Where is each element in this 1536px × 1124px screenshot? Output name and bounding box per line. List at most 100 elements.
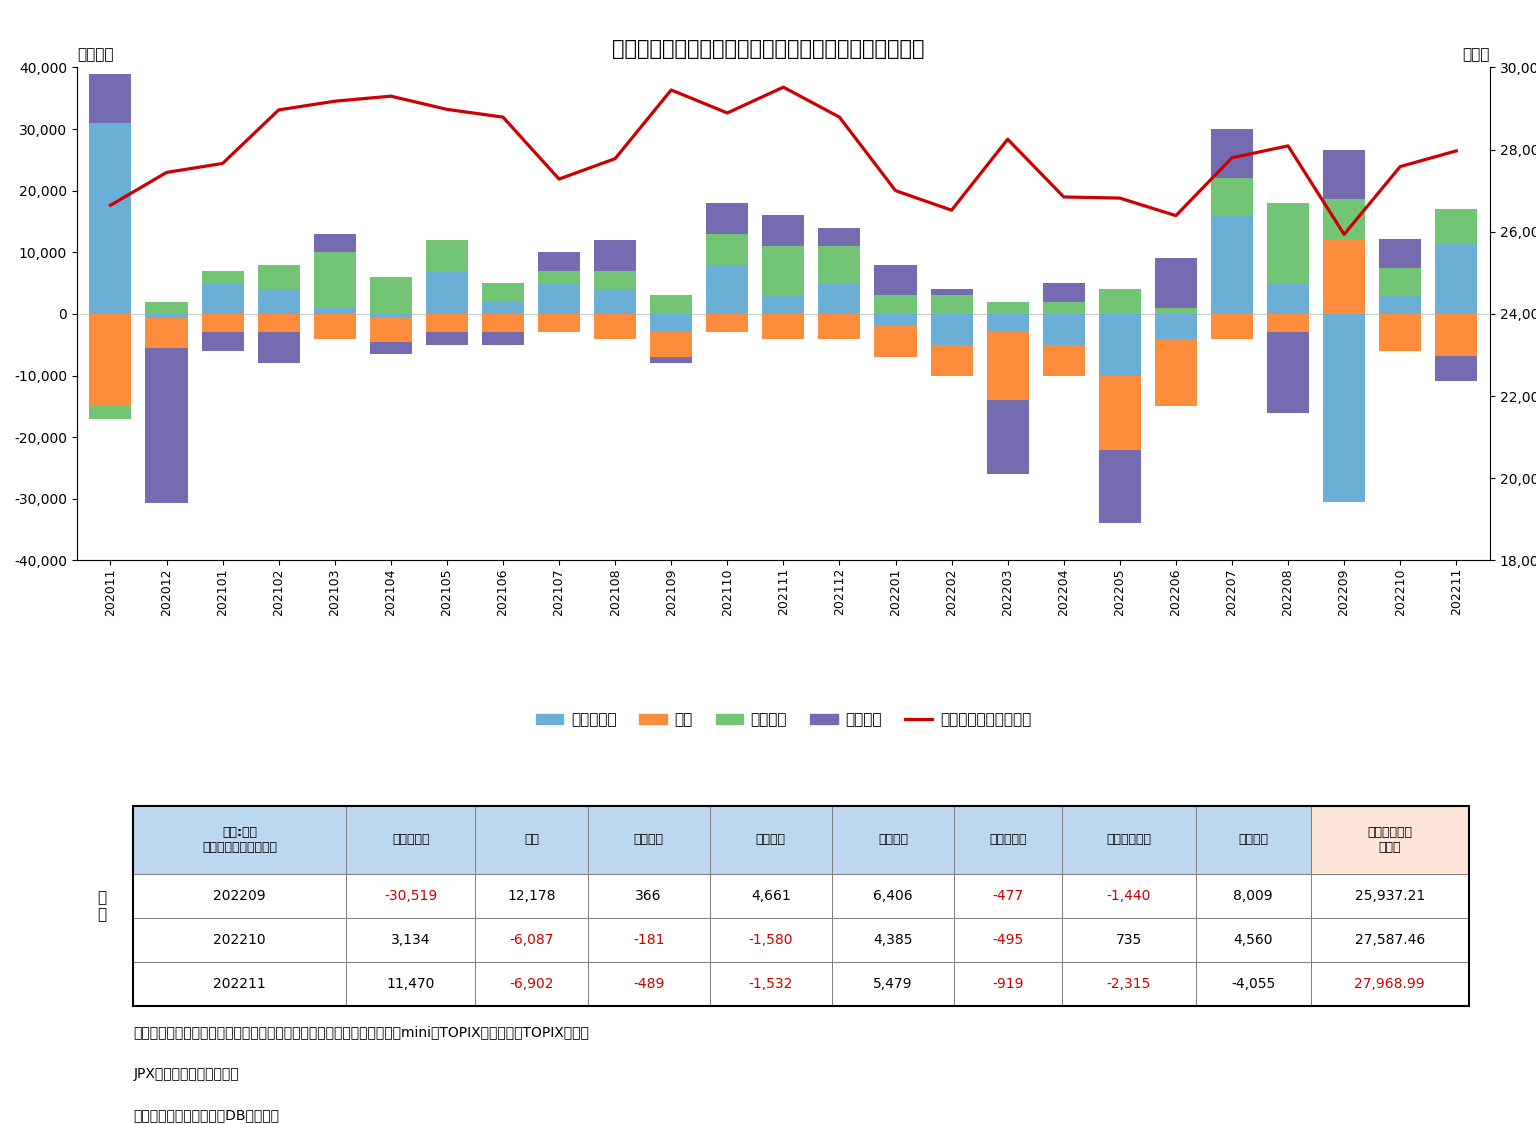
Bar xyxy=(134,962,346,1006)
Text: 3,134: 3,134 xyxy=(392,933,430,948)
Text: 6,406: 6,406 xyxy=(872,889,912,903)
Bar xyxy=(710,918,833,962)
Text: 日経平均株価
（円）: 日経平均株価 （円） xyxy=(1367,826,1412,854)
Text: 個人: 個人 xyxy=(524,833,539,846)
Text: -495: -495 xyxy=(992,933,1023,948)
Bar xyxy=(146,348,187,502)
Bar xyxy=(707,203,748,234)
Bar xyxy=(1155,314,1197,338)
Text: -477: -477 xyxy=(992,889,1023,903)
Bar xyxy=(650,333,693,357)
日経平均株価（右軸） xyxy=(269,103,287,117)
Bar xyxy=(874,326,917,357)
Text: 生保・損保: 生保・損保 xyxy=(989,833,1026,846)
Bar xyxy=(476,918,588,962)
Bar xyxy=(1310,806,1468,873)
Bar xyxy=(346,918,476,962)
日経平均株価（右軸） xyxy=(101,199,120,212)
Legend: 海外投賄家, 個人, 事業法人, 信託銀行, 日経平均株価（右軸）: 海外投賄家, 個人, 事業法人, 信託銀行, 日経平均株価（右軸） xyxy=(530,706,1037,733)
Bar xyxy=(1155,338,1197,407)
日経平均株価（右軸） xyxy=(1111,191,1129,205)
Bar xyxy=(1043,314,1084,345)
日経平均株価（右軸） xyxy=(1447,144,1465,157)
日経平均株価（右軸） xyxy=(886,184,905,198)
Bar xyxy=(874,314,917,326)
Bar xyxy=(707,314,748,333)
Bar xyxy=(833,962,954,1006)
Text: 11,470: 11,470 xyxy=(387,977,435,991)
Bar xyxy=(1435,243,1478,314)
Bar xyxy=(346,873,476,918)
Bar xyxy=(346,962,476,1006)
Bar xyxy=(986,301,1029,314)
Bar xyxy=(1210,179,1253,216)
Bar xyxy=(476,962,588,1006)
Text: 27,587.46: 27,587.46 xyxy=(1355,933,1425,948)
Line: 日経平均株価（右軸）: 日経平均株価（右軸） xyxy=(111,88,1456,235)
Bar xyxy=(1155,308,1197,314)
Bar xyxy=(931,289,972,296)
Text: 4,560: 4,560 xyxy=(1233,933,1273,948)
Bar xyxy=(201,333,244,351)
Bar xyxy=(1310,918,1468,962)
Bar xyxy=(1210,216,1253,314)
日経平均株価（右軸） xyxy=(550,172,568,185)
Bar xyxy=(370,317,412,342)
Bar xyxy=(1043,345,1084,375)
Bar xyxy=(986,314,1029,333)
日経平均株価（右軸） xyxy=(1167,209,1186,223)
Bar xyxy=(650,296,693,314)
Text: 海外投賄家: 海外投賄家 xyxy=(392,833,430,846)
Text: -1,532: -1,532 xyxy=(748,977,793,991)
Text: 投賄信託: 投賄信託 xyxy=(756,833,786,846)
Text: -1,580: -1,580 xyxy=(748,933,793,948)
Bar xyxy=(538,283,581,314)
Text: 図表１　主な投賄部門別売買動向と日経平均株価の推移: 図表１ 主な投賄部門別売買動向と日経平均株価の推移 xyxy=(611,39,925,60)
Text: 25,937.21: 25,937.21 xyxy=(1355,889,1425,903)
Bar xyxy=(538,271,581,283)
Bar xyxy=(1210,314,1253,338)
日経平均株価（右軸） xyxy=(1335,228,1353,242)
Bar xyxy=(538,252,581,271)
Bar xyxy=(819,246,860,283)
Bar xyxy=(1043,283,1084,301)
Bar xyxy=(986,400,1029,474)
Text: -4,055: -4,055 xyxy=(1230,977,1275,991)
Bar xyxy=(482,314,524,333)
Bar xyxy=(954,918,1061,962)
Text: 735: 735 xyxy=(1115,933,1141,948)
Text: -6,087: -6,087 xyxy=(510,933,554,948)
Text: （注）現物は東証・名証の二市場、先物は日経２２５先物、日経２２５mini、TOPIX先物、ミニTOPIX先物、: （注）現物は東証・名証の二市場、先物は日経２２５先物、日経２２５mini、TOP… xyxy=(134,1025,590,1040)
Bar xyxy=(425,271,468,314)
Bar xyxy=(476,806,588,873)
Bar xyxy=(1061,962,1195,1006)
Bar xyxy=(476,873,588,918)
日経平均株価（右軸） xyxy=(493,110,511,124)
Bar xyxy=(707,264,748,314)
日経平均株価（右軸） xyxy=(381,90,399,103)
日経平均株価（右軸） xyxy=(1055,190,1074,203)
Bar xyxy=(134,806,346,873)
Bar xyxy=(954,806,1061,873)
Bar xyxy=(1267,333,1309,413)
日経平均株価（右軸） xyxy=(438,102,456,116)
Bar xyxy=(313,252,356,308)
Bar xyxy=(146,314,187,318)
Bar xyxy=(710,873,833,918)
日経平均株価（右軸） xyxy=(1279,139,1298,153)
日経平均株価（右軸） xyxy=(1392,160,1410,173)
Bar xyxy=(134,806,1468,1006)
日経平均株価（右軸） xyxy=(662,83,680,97)
Bar xyxy=(89,123,132,314)
Bar xyxy=(931,314,972,345)
Bar xyxy=(588,962,710,1006)
Bar xyxy=(588,806,710,873)
Text: （億円）: （億円） xyxy=(77,47,114,63)
Bar xyxy=(594,271,636,289)
Bar xyxy=(1322,151,1366,199)
Bar xyxy=(201,314,244,333)
Bar xyxy=(425,241,468,271)
日経平均株価（右軸） xyxy=(214,156,232,170)
Bar xyxy=(146,318,187,348)
Bar xyxy=(874,264,917,296)
